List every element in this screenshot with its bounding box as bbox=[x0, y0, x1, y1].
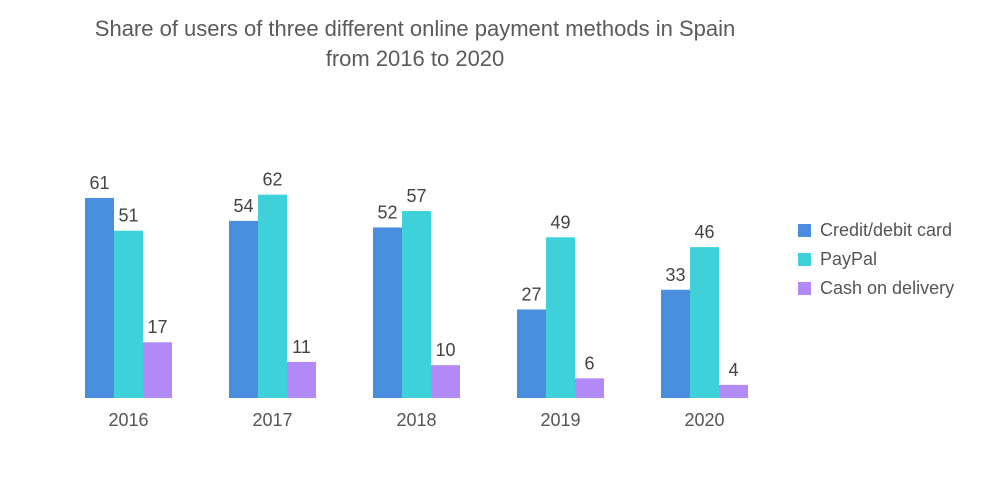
chart-title-line-1: Share of users of three different online… bbox=[94, 16, 736, 41]
chart-title-line-2: from 2016 to 2020 bbox=[325, 46, 505, 71]
legend-item-credit-debit-card: Credit/debit card bbox=[798, 216, 954, 244]
data-label-credit-debit-card-2016: 61 bbox=[89, 173, 109, 193]
data-label-cash-on-delivery-2018: 10 bbox=[435, 340, 455, 360]
bar-cash-on-delivery-2016 bbox=[143, 342, 172, 398]
data-label-cash-on-delivery-2019: 6 bbox=[584, 353, 594, 373]
legend-label-paypal: PayPal bbox=[820, 248, 878, 269]
data-label-credit-debit-card-2017: 54 bbox=[233, 196, 253, 216]
data-label-paypal-2020: 46 bbox=[694, 222, 714, 242]
bar-credit-debit-card-2019 bbox=[517, 309, 546, 398]
data-label-cash-on-delivery-2017: 11 bbox=[292, 337, 311, 357]
bar-cash-on-delivery-2020 bbox=[719, 384, 748, 398]
data-label-paypal-2017: 62 bbox=[262, 170, 282, 190]
legend-item-cash-on-delivery: Cash on delivery bbox=[798, 274, 954, 302]
x-tick-label-2020: 2020 bbox=[684, 410, 724, 430]
bar-paypal-2020 bbox=[690, 247, 719, 398]
x-tick-label-2018: 2018 bbox=[396, 410, 436, 430]
x-tick-label-2017: 2017 bbox=[252, 410, 292, 430]
bar-credit-debit-card-2020 bbox=[661, 289, 690, 398]
data-label-credit-debit-card-2018: 52 bbox=[377, 202, 397, 222]
bar-paypal-2016 bbox=[114, 230, 143, 398]
chart-title: Share of users of three different online… bbox=[30, 14, 800, 74]
legend-swatch-cash-on-delivery bbox=[798, 281, 811, 295]
bar-credit-debit-card-2016 bbox=[85, 197, 114, 398]
legend-swatch-credit-debit-card bbox=[798, 223, 811, 237]
data-label-credit-debit-card-2020: 33 bbox=[665, 265, 685, 285]
bar-cash-on-delivery-2019 bbox=[575, 378, 604, 398]
x-tick-label-2019: 2019 bbox=[540, 410, 580, 430]
data-label-cash-on-delivery-2016: 17 bbox=[147, 317, 167, 337]
bar-paypal-2019 bbox=[546, 237, 575, 398]
bar-credit-debit-card-2017 bbox=[229, 220, 258, 398]
legend-item-paypal: PayPal bbox=[798, 245, 954, 273]
data-label-paypal-2016: 51 bbox=[118, 206, 138, 226]
data-label-credit-debit-card-2019: 27 bbox=[521, 284, 541, 304]
bar-chart: 61 51 17 2016 54 62 11 2017 52 57 10 2018 27 49 6 2019 3… bbox=[85, 170, 748, 430]
x-tick-label-2016: 2016 bbox=[108, 410, 148, 430]
legend: Credit/debit card PayPal Cash on deliver… bbox=[798, 216, 954, 303]
bar-credit-debit-card-2018 bbox=[373, 227, 402, 398]
legend-swatch-paypal bbox=[798, 252, 811, 266]
bar-cash-on-delivery-2018 bbox=[431, 365, 460, 398]
data-label-paypal-2019: 49 bbox=[550, 212, 570, 232]
data-label-cash-on-delivery-2020: 4 bbox=[728, 360, 738, 380]
legend-label-cash-on-delivery: Cash on delivery bbox=[820, 277, 955, 298]
data-label-paypal-2018: 57 bbox=[406, 186, 426, 206]
legend-label-credit-debit-card: Credit/debit card bbox=[820, 219, 953, 240]
bar-cash-on-delivery-2017 bbox=[287, 361, 316, 398]
bar-paypal-2018 bbox=[402, 211, 431, 398]
bar-paypal-2017 bbox=[258, 194, 287, 398]
